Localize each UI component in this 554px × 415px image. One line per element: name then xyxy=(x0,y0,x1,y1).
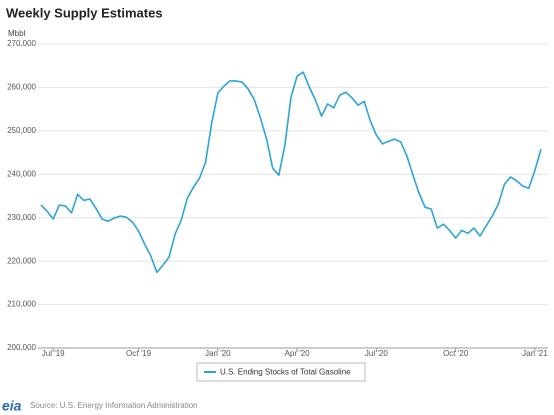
y-tick-label: 270,000 xyxy=(7,39,36,48)
source: Source: U.S. Energy Information Administ… xyxy=(30,401,198,410)
y-tick-label: 240,000 xyxy=(7,169,36,178)
y-tick-label: 220,000 xyxy=(7,256,36,265)
y-tick-label: 230,000 xyxy=(7,213,36,222)
logo: eia xyxy=(2,398,22,414)
x-tick-label: Apr '20 xyxy=(285,349,311,358)
y-tick-label: 200,000 xyxy=(7,343,36,352)
x-tick-label: Jul '19 xyxy=(42,349,65,358)
x-tick-label: Jan '21 xyxy=(522,349,548,358)
x-tick-label: Oct '19 xyxy=(126,349,152,358)
legend-label: U.S. Ending Stocks of Total Gasoline xyxy=(220,368,351,377)
y-tick-label: 210,000 xyxy=(7,300,36,309)
y-axis-label: Mbbl xyxy=(8,29,26,38)
chart-title: Weekly Supply Estimates xyxy=(6,5,163,20)
x-tick-label: Jul '20 xyxy=(365,349,388,358)
x-tick-label: Jan '20 xyxy=(205,349,231,358)
y-tick-label: 250,000 xyxy=(7,126,36,135)
line-series xyxy=(40,71,542,274)
x-tick-label: Oct '20 xyxy=(443,349,469,358)
y-tick-label: 260,000 xyxy=(7,83,36,92)
legend-box xyxy=(196,362,366,382)
